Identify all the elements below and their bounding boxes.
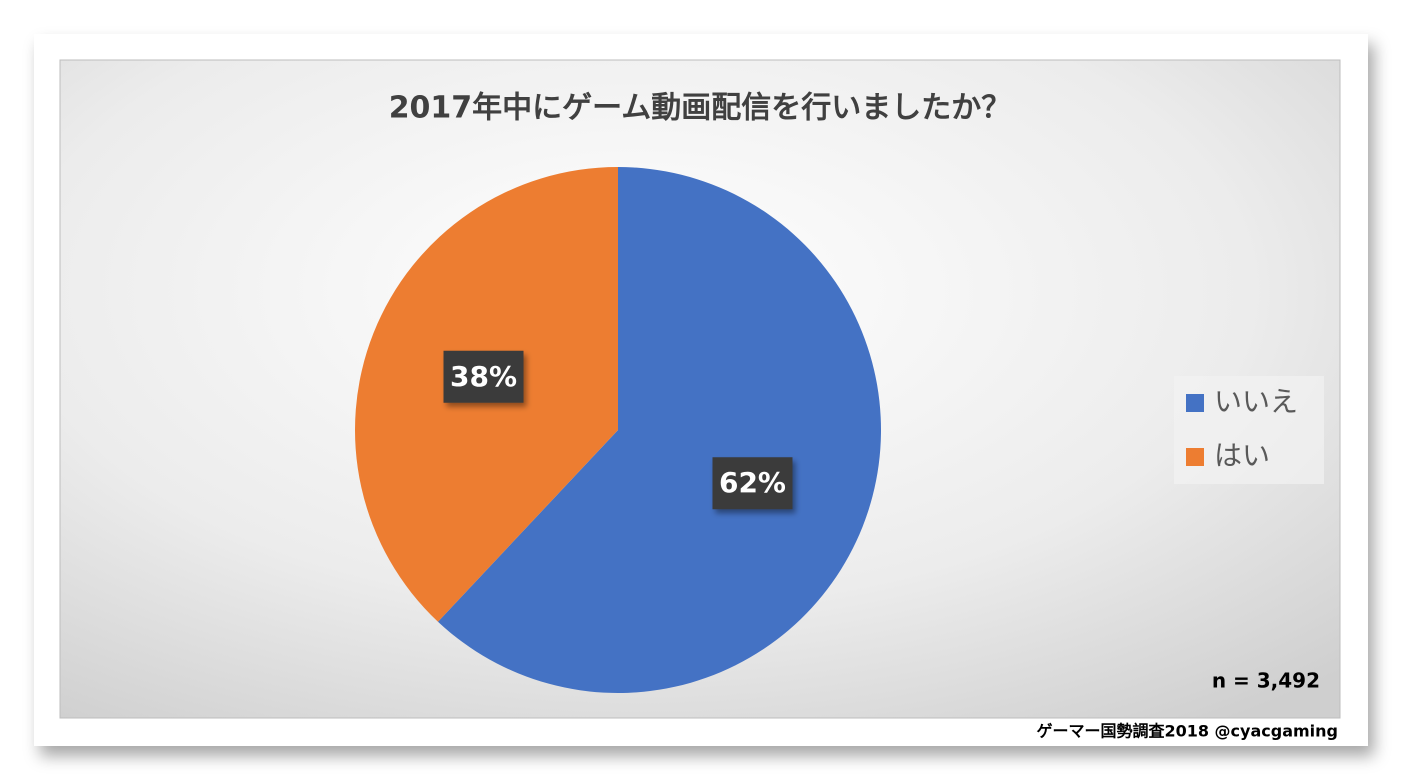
legend-label: はい	[1214, 439, 1270, 472]
legend-swatch	[1186, 394, 1204, 412]
pie: 62% 38%	[355, 167, 881, 693]
data-label-box	[712, 457, 793, 510]
data-label: 62%	[719, 466, 786, 499]
annotation: n = 3,492	[1212, 669, 1320, 693]
source: ゲーマー国勢調査2018 @cyacgaming	[1036, 722, 1338, 741]
legend-label: いいえ	[1214, 385, 1298, 418]
data-label-box	[443, 350, 524, 403]
data-label: 38%	[450, 360, 517, 393]
legend-swatch	[1186, 448, 1204, 466]
pie-slice	[437, 167, 881, 693]
chart-title: 2017年中にゲーム動画配信を行いましたか？	[389, 91, 1012, 126]
